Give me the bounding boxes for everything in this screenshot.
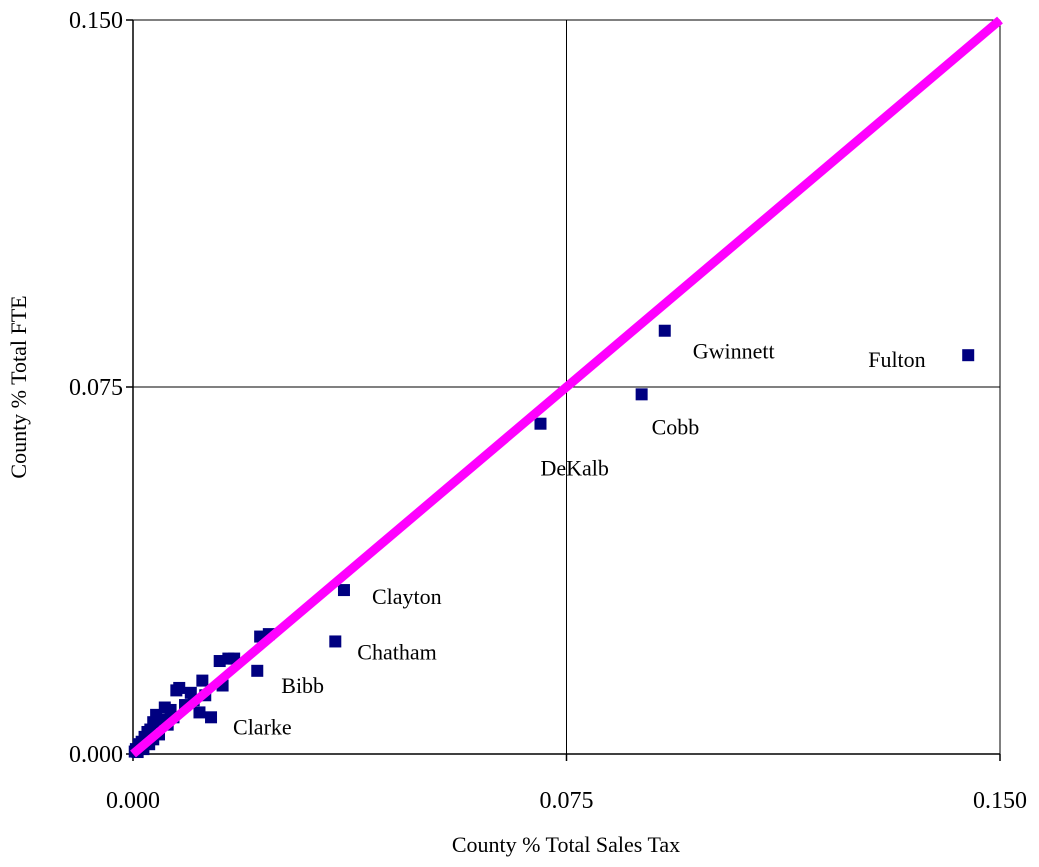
data-point — [196, 674, 209, 687]
data-point — [962, 349, 975, 362]
data-point — [534, 417, 547, 430]
data-point — [193, 706, 206, 719]
data-point — [170, 684, 183, 697]
x-tick-label: 0.075 — [540, 788, 594, 814]
point-labels: Fulton Gwinnett Cobb DeKalb Clayton Chatham Bi… — [233, 339, 926, 740]
point-label-fulton: Fulton — [868, 347, 925, 372]
point-label-clarke: Clarke — [233, 714, 292, 739]
x-tick-label: 0.150 — [973, 788, 1027, 814]
y-tick-labels: 0.000 0.075 0.150 — [69, 8, 123, 768]
data-point — [635, 388, 648, 401]
reference-line-group — [130, 16, 1003, 758]
y-tick-label: 0.075 — [69, 375, 123, 401]
x-axis-title: County % Total Sales Tax — [452, 832, 680, 857]
data-point — [329, 635, 342, 648]
x-tick-labels: 0.000 0.075 0.150 — [106, 788, 1027, 814]
point-label-cobb: Cobb — [652, 414, 700, 439]
point-label-bibb: Bibb — [281, 673, 324, 698]
point-label-chatham: Chatham — [357, 639, 436, 664]
data-point — [337, 584, 350, 597]
point-label-dekalb: DeKalb — [540, 456, 608, 481]
data-point — [251, 664, 264, 677]
data-point — [222, 652, 235, 665]
point-label-clayton: Clayton — [372, 584, 442, 609]
data-point — [205, 711, 218, 724]
y-axis-title: County % Total FTE — [6, 295, 31, 478]
point-label-gwinnett: Gwinnett — [693, 339, 775, 364]
y-tick-label: 0.150 — [69, 8, 123, 34]
y-tick-label: 0.000 — [69, 742, 123, 768]
data-point — [658, 324, 671, 337]
x-tick-label: 0.000 — [106, 788, 160, 814]
reference-line — [130, 16, 1003, 758]
